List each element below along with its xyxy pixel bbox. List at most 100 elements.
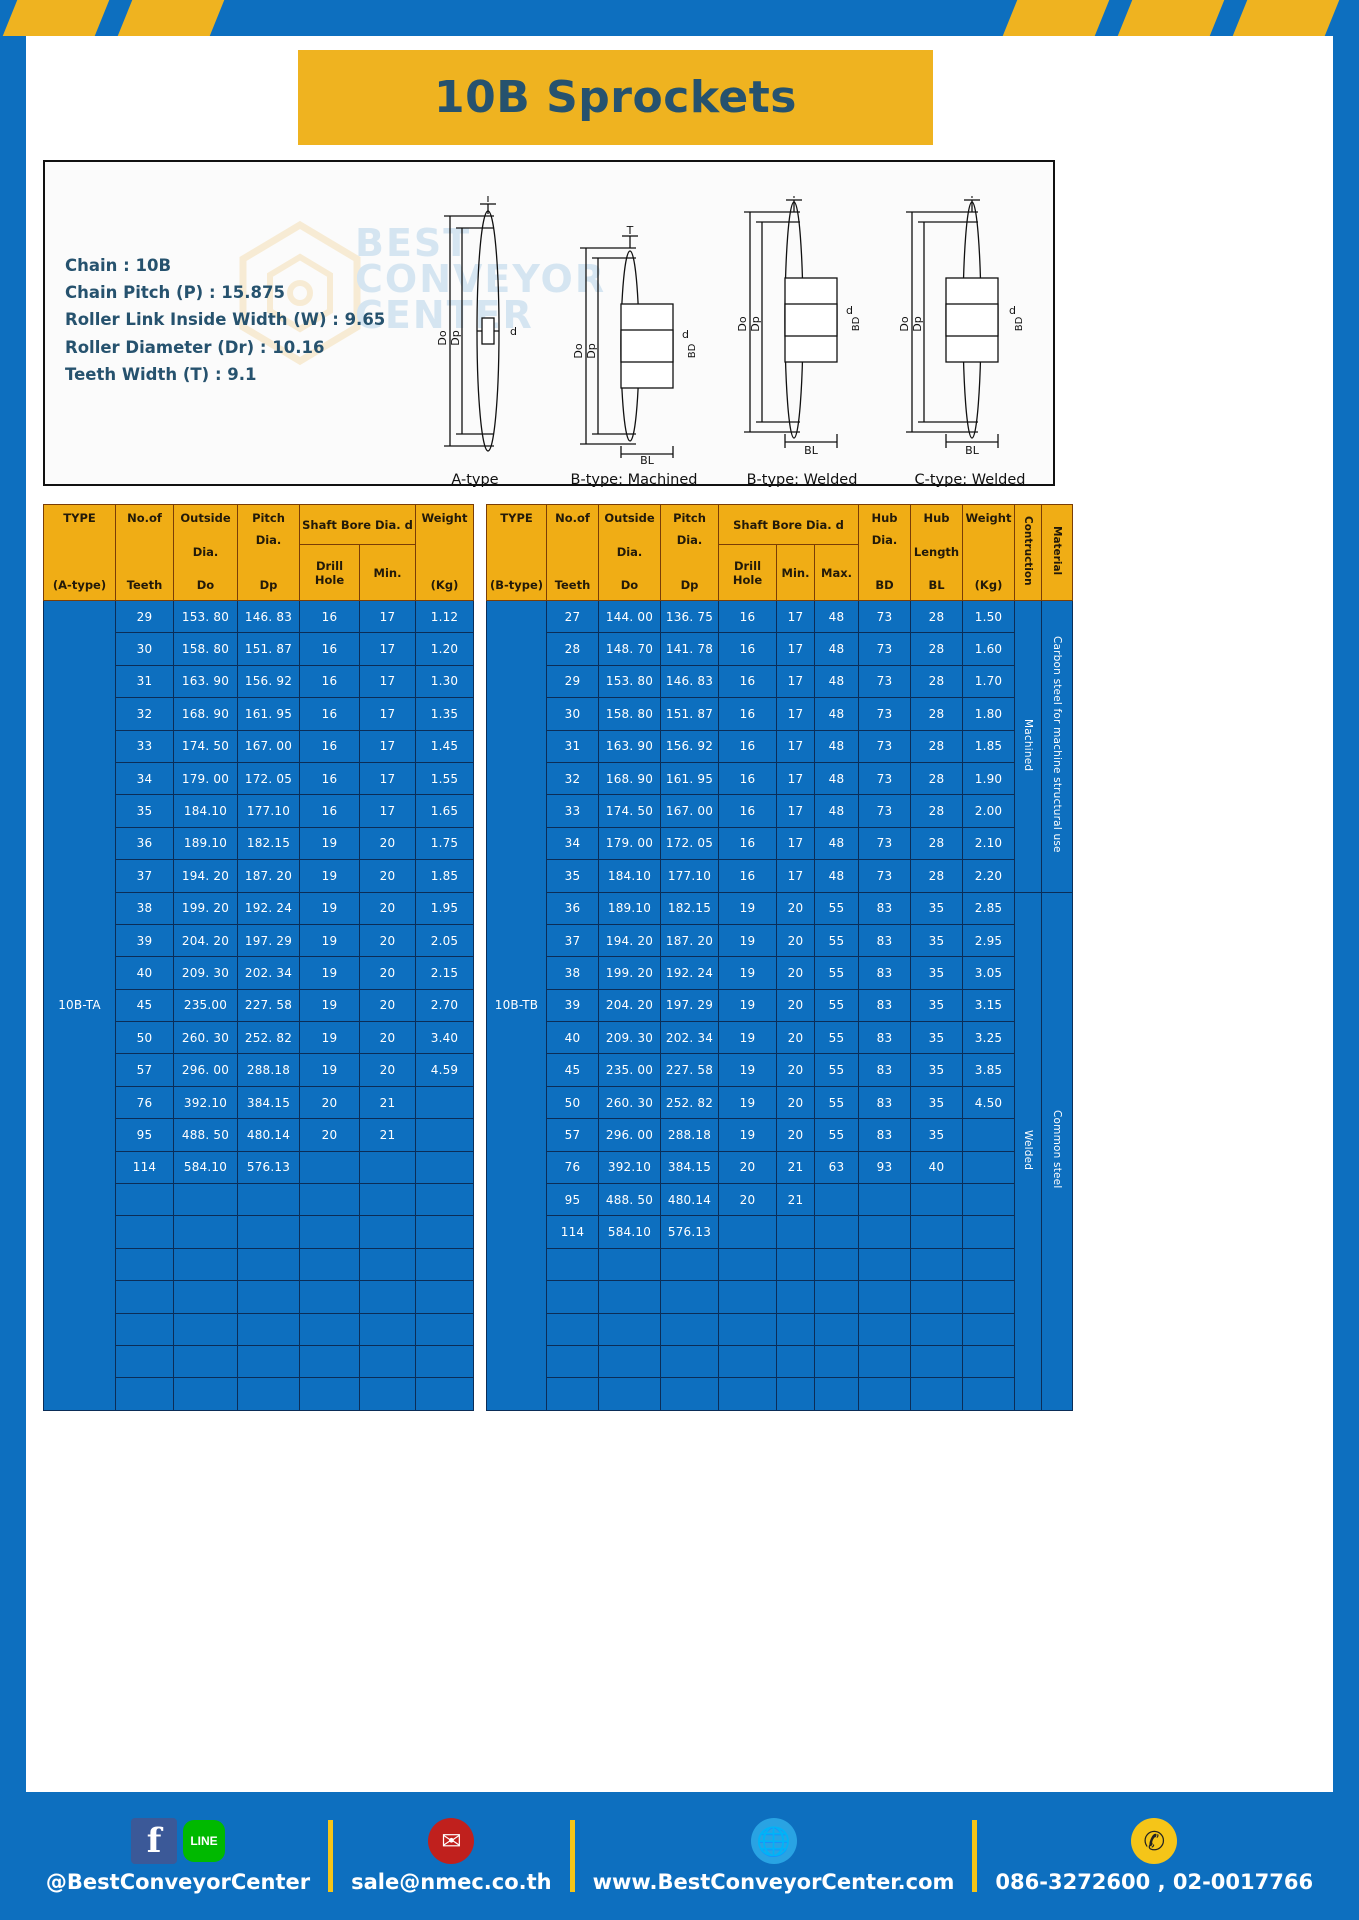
spec-chain: Chain : 10B — [65, 256, 172, 275]
line-icon[interactable]: LINE — [183, 1820, 226, 1862]
footer-phone[interactable]: ✆ 086-3272600 , 02-0017766 — [977, 1818, 1331, 1894]
header-hub-length: Hub Length BL — [910, 504, 963, 601]
table-cell: 177.10 — [660, 859, 719, 893]
table-cell: 34 — [115, 761, 174, 796]
table-cell — [173, 1377, 238, 1411]
table-cell — [598, 1280, 661, 1314]
table-cell: 28 — [910, 729, 963, 763]
table-row: 57 296. 00 288.18 19 20 55 83 35 — [487, 1118, 1073, 1152]
table-row: 10B-TB 27 144. 00 136. 75 16 17 48 73 28 1.50 Mach… — [486, 599, 1073, 1411]
table-cell: 260. 30 — [173, 1021, 238, 1055]
table-cell: 37 — [546, 923, 599, 958]
table-cell — [910, 1377, 963, 1411]
table-cell — [858, 1215, 911, 1249]
table-cell: 209. 30 — [598, 1021, 661, 1055]
table-cell: 202. 34 — [660, 1021, 719, 1055]
table-cell: 19 — [299, 1053, 360, 1087]
table-cell: 16 — [299, 794, 360, 828]
table-row: 40 209. 30 202. 34 19 20 2.15 — [44, 956, 474, 990]
table-cell — [910, 1344, 963, 1379]
svg-text:BL: BL — [804, 444, 819, 457]
table-cell: 2.70 — [415, 988, 474, 1023]
header-type: TYPE (B-type) — [486, 504, 547, 601]
table-cell: 3.15 — [962, 988, 1015, 1023]
table-cell: 95 — [115, 1118, 174, 1152]
table-cell — [814, 1312, 859, 1346]
line-icon-label: LINE — [190, 1834, 218, 1848]
table-cell — [814, 1280, 859, 1314]
table-cell: 20 — [299, 1085, 360, 1120]
svg-text:Do: Do — [572, 343, 585, 358]
facebook-icon[interactable]: f — [131, 1818, 178, 1864]
table-cell: 48 — [814, 632, 859, 666]
spec-width: Roller Link Inside Width (W) : 9.65 — [65, 310, 386, 330]
table-cell: 21 — [776, 1183, 815, 1217]
table-cell: 17 — [359, 794, 416, 828]
footer-website[interactable]: 🌐 www.BestConveyorCenter.com — [575, 1818, 973, 1894]
table-cell: 33 — [115, 729, 174, 763]
cell-type-label: 10B-TB — [486, 600, 547, 1411]
table-cell: 20 — [776, 1021, 815, 1055]
svg-text:Dp: Dp — [449, 330, 462, 345]
phone-icon[interactable]: ✆ — [1131, 1818, 1178, 1864]
table-cell: 288.18 — [660, 1118, 719, 1152]
table-cell: 17 — [359, 729, 416, 763]
table-cell: 161. 95 — [237, 697, 300, 731]
globe-icon[interactable]: 🌐 — [750, 1818, 797, 1864]
table-cell: 16 — [718, 794, 777, 828]
table-cell: 1.50 — [962, 599, 1015, 634]
chevron-stripe — [1231, 0, 1341, 36]
table-row: 29 153. 80 146. 83 16 17 48 73 28 1.70 — [487, 664, 1073, 699]
table-cell: 1.70 — [962, 664, 1015, 699]
table-cell: 19 — [718, 1053, 777, 1087]
footer-email[interactable]: ✉ sale@nmec.co.th — [333, 1818, 569, 1894]
table-cell: 33 — [546, 794, 599, 828]
table-row: 33 174. 50 167. 00 16 17 1.45 — [44, 729, 474, 763]
table-cell: 194. 20 — [173, 859, 238, 893]
table-cell: 73 — [858, 664, 911, 699]
drawing-b-type-machined: Do Dp d BD T BL B-type: Machined — [550, 196, 718, 488]
table-cell: 37 — [115, 859, 174, 893]
table-row: 30 158. 80 151. 87 16 17 1.20 — [44, 632, 474, 666]
table-cell: 168. 90 — [173, 697, 238, 731]
table-row: 76 392.10 384.15 20 21 63 93 40 — [487, 1150, 1073, 1185]
header-weight: Weight (Kg) — [962, 504, 1015, 601]
table-cell: 83 — [858, 1053, 911, 1087]
table-cell: 20 — [359, 988, 416, 1023]
table-cell — [415, 1247, 474, 1282]
table-cell: 35 — [910, 1085, 963, 1120]
table-cell: 202. 34 — [237, 956, 300, 990]
table-row: 40 209. 30 202. 34 19 20 55 83 35 3.25 — [487, 1021, 1073, 1055]
cell-construction: Machined — [1014, 600, 1042, 893]
table-cell: 16 — [299, 729, 360, 763]
cell-material: Carbon steel for machine structural use — [1041, 600, 1073, 893]
table-cell: 172. 05 — [237, 761, 300, 796]
table-cell: 1.30 — [415, 664, 474, 699]
table-cell: 488. 50 — [173, 1118, 238, 1152]
svg-text:d: d — [510, 325, 517, 338]
table-cell — [115, 1377, 174, 1411]
table-cell: 20 — [359, 891, 416, 925]
table-row: 37 194. 20 187. 20 19 20 55 83 35 2.95 — [487, 923, 1073, 958]
table-cell: 153. 80 — [598, 664, 661, 699]
table-cell: 584.10 — [173, 1150, 238, 1185]
table-cell — [237, 1312, 300, 1346]
table-cell — [598, 1312, 661, 1346]
header-bore-min: Min. — [359, 544, 416, 601]
table-cell: 17 — [776, 794, 815, 828]
table-cell — [814, 1247, 859, 1282]
footer-facebook[interactable]: f LINE @BestConveyorCenter — [28, 1818, 328, 1894]
table-cell: 73 — [858, 761, 911, 796]
table-row: 30 158. 80 151. 87 16 17 48 73 28 1.80 — [487, 697, 1073, 731]
table-cell — [115, 1312, 174, 1346]
table-cell — [660, 1280, 719, 1314]
table-cell: 28 — [910, 632, 963, 666]
table-cell — [299, 1183, 360, 1217]
svg-text:Do: Do — [436, 330, 449, 345]
table-cell — [660, 1344, 719, 1379]
table-row: 50 260. 30 252. 82 19 20 3.40 — [44, 1021, 474, 1055]
table-cell: 163. 90 — [598, 729, 661, 763]
table-cell — [776, 1280, 815, 1314]
table-row: 31 163. 90 156. 92 16 17 48 73 28 1.85 — [487, 729, 1073, 763]
mail-icon[interactable]: ✉ — [428, 1818, 475, 1864]
